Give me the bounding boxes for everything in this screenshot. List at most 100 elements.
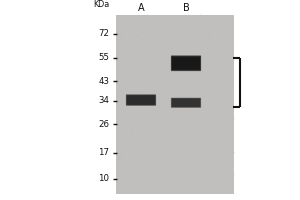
- Bar: [158, 64, 159, 65]
- Bar: [165, 17, 166, 18]
- Bar: [195, 38, 196, 39]
- Bar: [159, 72, 160, 73]
- Bar: [231, 111, 232, 112]
- Bar: [137, 142, 138, 143]
- Bar: [167, 139, 168, 140]
- Bar: [230, 102, 231, 103]
- Text: A: A: [138, 3, 144, 13]
- Bar: [132, 17, 133, 18]
- Bar: [234, 118, 235, 119]
- Bar: [129, 24, 130, 25]
- FancyBboxPatch shape: [172, 99, 200, 107]
- Bar: [160, 132, 161, 133]
- Bar: [165, 183, 166, 184]
- Bar: [137, 30, 138, 31]
- Bar: [131, 72, 132, 73]
- Bar: [173, 172, 174, 173]
- Bar: [211, 113, 212, 114]
- Bar: [200, 76, 201, 77]
- Bar: [217, 37, 218, 38]
- Bar: [144, 109, 145, 110]
- Bar: [198, 147, 199, 148]
- Bar: [191, 123, 192, 124]
- Bar: [123, 97, 124, 98]
- Bar: [222, 124, 223, 125]
- Bar: [149, 75, 150, 76]
- Bar: [193, 94, 194, 95]
- Bar: [136, 36, 137, 37]
- Bar: [138, 31, 139, 32]
- Bar: [190, 35, 191, 36]
- Bar: [172, 162, 173, 163]
- Bar: [175, 147, 176, 148]
- Bar: [135, 87, 136, 88]
- Bar: [121, 152, 122, 153]
- Bar: [217, 18, 218, 19]
- Bar: [214, 150, 215, 151]
- Bar: [233, 92, 234, 93]
- Bar: [137, 115, 138, 116]
- Bar: [149, 34, 150, 35]
- Bar: [125, 121, 126, 122]
- Bar: [177, 41, 178, 42]
- Bar: [221, 98, 222, 99]
- Bar: [225, 190, 226, 191]
- Bar: [134, 192, 135, 193]
- Bar: [153, 80, 154, 81]
- Bar: [211, 23, 212, 24]
- Bar: [188, 175, 189, 176]
- Bar: [186, 46, 187, 47]
- Bar: [224, 21, 225, 22]
- Bar: [144, 59, 145, 60]
- Bar: [122, 114, 123, 115]
- Bar: [122, 34, 123, 35]
- Bar: [164, 54, 165, 55]
- Bar: [204, 72, 205, 73]
- Bar: [226, 118, 227, 119]
- Bar: [118, 23, 119, 24]
- Bar: [163, 113, 164, 114]
- Bar: [144, 23, 145, 24]
- Bar: [209, 131, 210, 132]
- Bar: [221, 16, 222, 17]
- Bar: [208, 142, 209, 143]
- Bar: [226, 187, 227, 188]
- Bar: [198, 87, 199, 88]
- Bar: [176, 188, 177, 189]
- Bar: [217, 91, 218, 92]
- Bar: [121, 56, 122, 57]
- Bar: [156, 139, 157, 140]
- Bar: [193, 94, 194, 95]
- Bar: [189, 105, 190, 106]
- Bar: [124, 123, 125, 124]
- Bar: [154, 122, 155, 123]
- Bar: [194, 30, 195, 31]
- Bar: [187, 79, 188, 80]
- Bar: [187, 145, 188, 146]
- Bar: [228, 156, 229, 157]
- Bar: [185, 105, 186, 106]
- Bar: [120, 155, 121, 156]
- Bar: [127, 147, 128, 148]
- Bar: [134, 28, 135, 29]
- Bar: [210, 136, 211, 137]
- Bar: [172, 127, 173, 128]
- Bar: [169, 167, 170, 168]
- Bar: [190, 186, 191, 187]
- Bar: [146, 170, 147, 171]
- Bar: [190, 169, 191, 170]
- Bar: [131, 18, 132, 19]
- Bar: [151, 33, 152, 34]
- Bar: [233, 92, 234, 93]
- Bar: [129, 150, 130, 151]
- Bar: [214, 126, 215, 127]
- Bar: [152, 172, 153, 173]
- Bar: [233, 175, 234, 176]
- Bar: [193, 131, 194, 132]
- Bar: [121, 34, 122, 35]
- Bar: [198, 176, 199, 177]
- Bar: [170, 170, 171, 171]
- Bar: [161, 67, 162, 68]
- Bar: [208, 99, 209, 100]
- Bar: [166, 159, 167, 160]
